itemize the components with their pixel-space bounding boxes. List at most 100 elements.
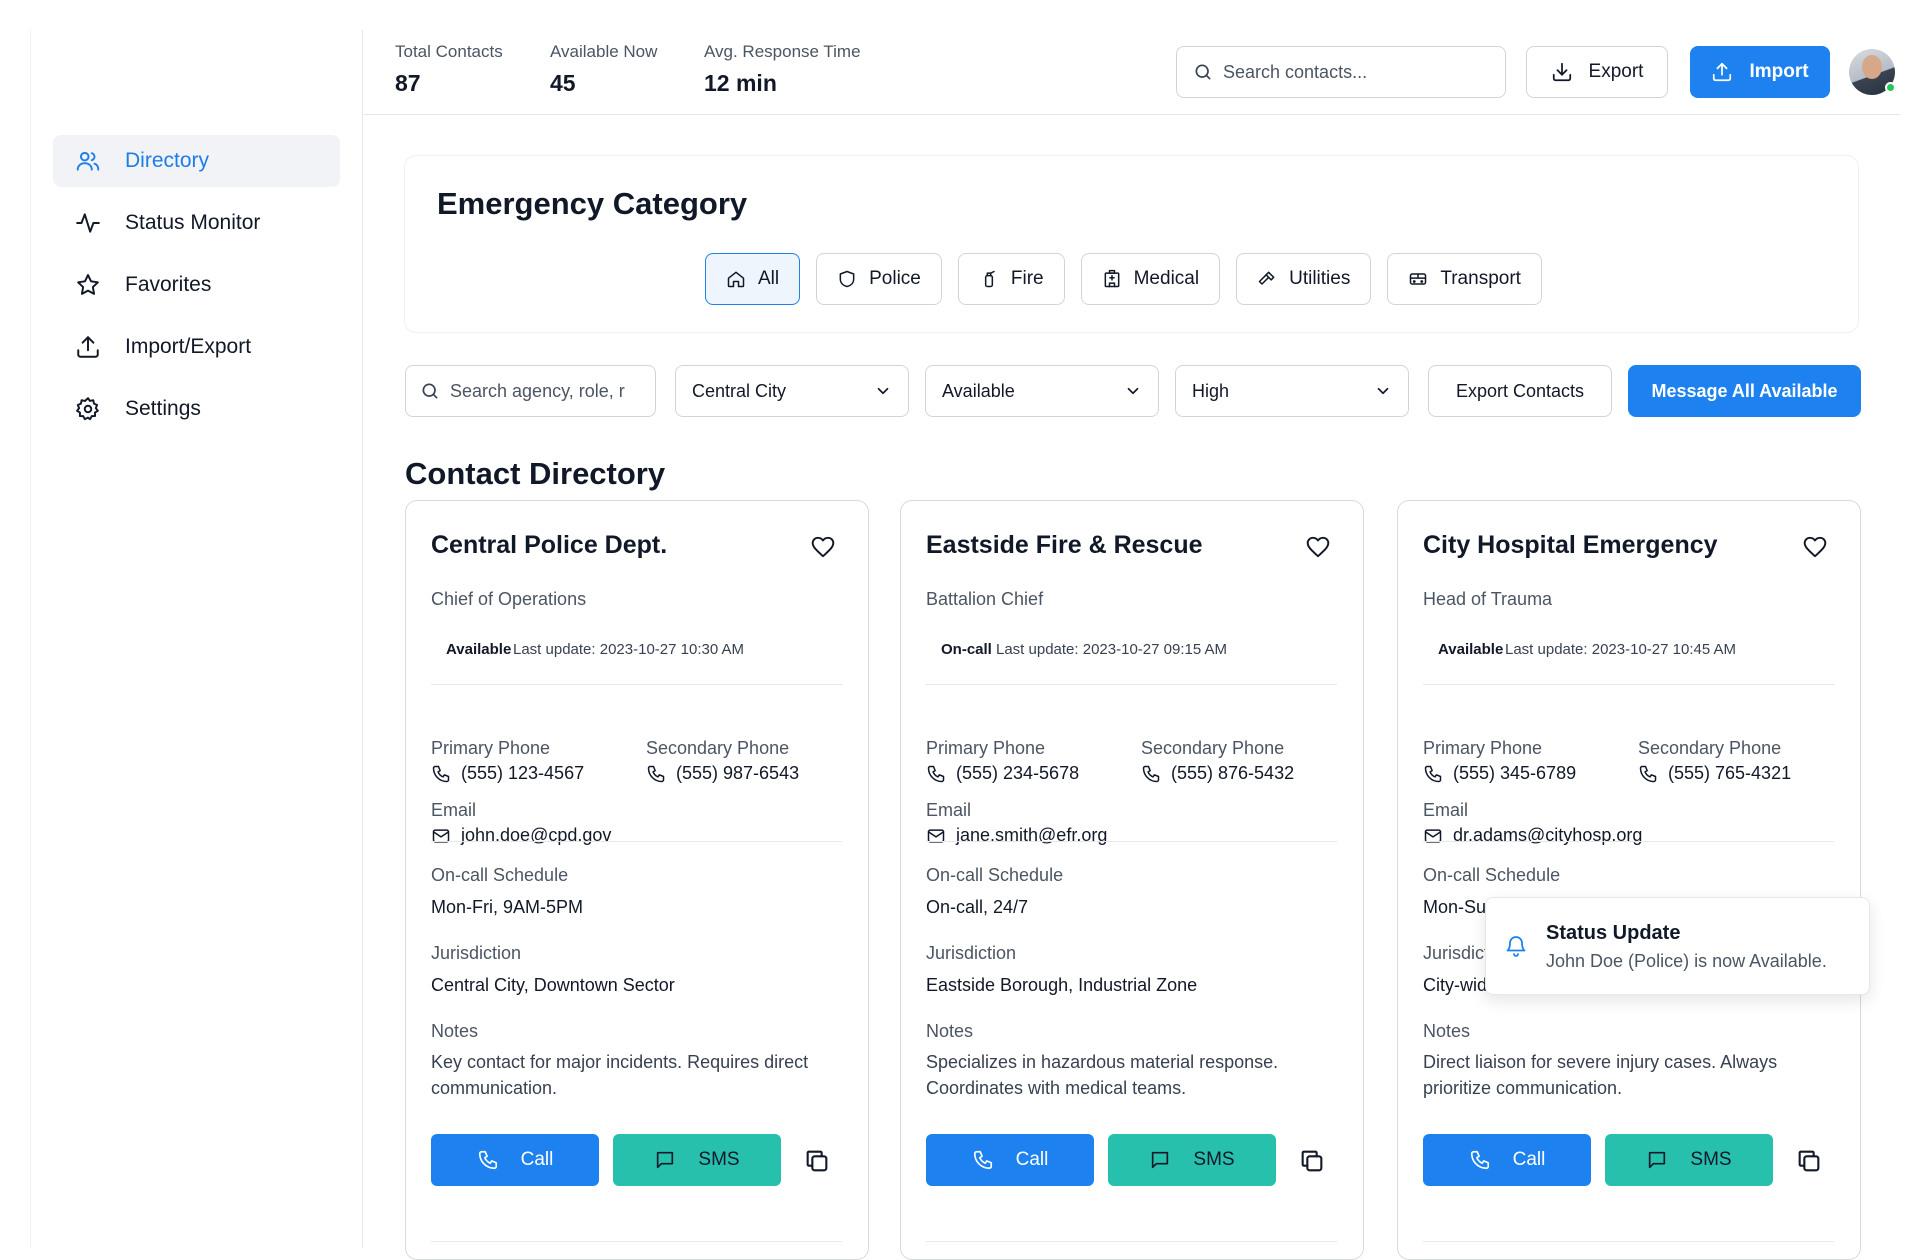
- schedule-label: On-call Schedule: [1423, 865, 1561, 885]
- message-all-available-button[interactable]: Message All Available: [1628, 365, 1861, 417]
- upload-icon: [75, 334, 101, 360]
- jurisdiction-value: Eastside Borough, Industrial Zone: [926, 975, 1198, 995]
- divider: [926, 684, 1337, 685]
- export-contacts-button[interactable]: Export Contacts: [1428, 365, 1612, 417]
- primary-phone[interactable]: (555) 345-6789: [1423, 763, 1576, 784]
- sms-button[interactable]: SMS: [1605, 1134, 1773, 1186]
- location-select-value: Central City: [692, 380, 787, 401]
- sms-button[interactable]: SMS: [1108, 1134, 1276, 1186]
- phone-icon: [647, 765, 665, 782]
- secondary-phone-value: (555) 876-5432: [1171, 763, 1295, 783]
- status-badge: Available: [1438, 641, 1504, 658]
- secondary-phone[interactable]: (555) 876-5432: [1141, 763, 1294, 784]
- phone-icon: [1142, 765, 1160, 782]
- category-chip-all[interactable]: All: [705, 253, 801, 305]
- gear-icon: [75, 396, 101, 422]
- schedule-value: On-call, 24/7: [926, 897, 1029, 917]
- location-select[interactable]: Central City: [675, 365, 909, 417]
- status-select[interactable]: Available: [925, 365, 1159, 417]
- category-chip-fire[interactable]: Fire: [957, 253, 1065, 305]
- search-icon: [422, 383, 438, 399]
- export-button-label: Export: [1588, 61, 1644, 82]
- schedule-value: Mon-Fri, 9AM-5PM: [431, 897, 584, 917]
- phone-icon: [927, 765, 945, 782]
- primary-phone-value: (555) 234-5678: [956, 763, 1080, 783]
- contact-role: Battalion Chief: [926, 589, 1044, 609]
- primary-phone[interactable]: (555) 123-4567: [431, 763, 584, 784]
- import-button[interactable]: Import: [1690, 46, 1830, 98]
- toast-title: Status Update: [1546, 922, 1681, 944]
- phone-icon: [973, 1150, 992, 1170]
- sidebar-item-label: Directory: [125, 149, 210, 172]
- heart-icon[interactable]: [810, 534, 836, 560]
- agency-search-input[interactable]: [450, 380, 650, 402]
- heart-icon[interactable]: [1802, 534, 1828, 560]
- avatar[interactable]: [1849, 49, 1896, 95]
- jurisdiction-label: Jurisdiction: [926, 943, 1017, 963]
- online-status-dot: [1885, 82, 1896, 93]
- primary-phone-value: (555) 345-6789: [1453, 763, 1577, 783]
- call-button[interactable]: Call: [431, 1134, 599, 1186]
- priority-select[interactable]: High: [1175, 365, 1409, 417]
- stat-available-now: Available Now 45: [550, 42, 657, 97]
- secondary-phone-value: (555) 765-4321: [1668, 763, 1792, 783]
- home-icon: [727, 271, 745, 288]
- sms-button[interactable]: SMS: [613, 1134, 781, 1186]
- secondary-phone[interactable]: (555) 765-4321: [1638, 763, 1791, 784]
- message-icon: [1152, 1151, 1169, 1169]
- call-button[interactable]: Call: [926, 1134, 1094, 1186]
- secondary-phone[interactable]: (555) 987-6543: [646, 763, 799, 784]
- category-chip-transport[interactable]: Transport: [1387, 253, 1542, 305]
- contact-directory-title: Contact Directory: [405, 456, 666, 491]
- heart-icon[interactable]: [1305, 534, 1331, 560]
- bell-icon: [1504, 934, 1528, 958]
- primary-phone[interactable]: (555) 234-5678: [926, 763, 1079, 784]
- category-chip-police[interactable]: Police: [816, 253, 942, 305]
- phone-icon: [432, 765, 450, 782]
- email[interactable]: john.doe@cpd.gov: [431, 825, 611, 846]
- schedule-label: On-call Schedule: [431, 865, 569, 885]
- divider: [926, 841, 1337, 842]
- category-chip-utilities[interactable]: Utilities: [1236, 253, 1372, 305]
- sidebar-item-settings[interactable]: Settings: [53, 383, 340, 435]
- email[interactable]: dr.adams@cityhosp.org: [1423, 825, 1642, 846]
- chevron-down-icon: [1127, 387, 1139, 395]
- status-update-toast[interactable]: Status Update John Doe (Police) is now A…: [1485, 897, 1870, 995]
- email-label: Email: [926, 800, 972, 820]
- contact-card-1: Central Police Dept. Chief of Operations…: [405, 500, 869, 1260]
- notes-value: Key contact for major incidents. Require…: [431, 1052, 809, 1098]
- email-value: jane.smith@efr.org: [956, 825, 1108, 845]
- sidebar-item-label: Status Monitor: [125, 211, 261, 234]
- sidebar-item-status-monitor[interactable]: Status Monitor: [53, 197, 340, 249]
- download-icon: [1552, 62, 1571, 82]
- secondary-phone-label: Secondary Phone: [1141, 738, 1285, 758]
- last-update-text: Last update: 2023-10-27 10:30 AM: [513, 641, 745, 658]
- category-chip-medical[interactable]: Medical: [1080, 253, 1221, 305]
- contact-search-input[interactable]: [1223, 61, 1493, 83]
- last-update-text: Last update: 2023-10-27 10:45 AM: [1505, 641, 1737, 658]
- primary-phone-label: Primary Phone: [926, 738, 1046, 758]
- primary-phone-label: Primary Phone: [431, 738, 551, 758]
- call-label: Call: [1015, 1149, 1049, 1170]
- message-icon: [1649, 1151, 1666, 1169]
- sidebar-item-import-export[interactable]: Import/Export: [53, 321, 340, 373]
- export-contacts-label: Export Contacts: [1455, 380, 1585, 401]
- copy-icon[interactable]: [803, 1147, 831, 1175]
- copy-icon[interactable]: [1298, 1147, 1326, 1175]
- primary-phone-label: Primary Phone: [1423, 738, 1543, 758]
- toast-message: John Doe (Police) is now Available.: [1546, 951, 1827, 971]
- call-button[interactable]: Call: [1423, 1134, 1591, 1186]
- email[interactable]: jane.smith@efr.org: [926, 825, 1107, 846]
- stat-value: 87: [395, 70, 421, 96]
- sidebar-item-directory[interactable]: Directory: [53, 135, 340, 187]
- stat-label: Available Now: [550, 42, 658, 61]
- phone-icon: [1424, 765, 1442, 782]
- category-title: Emergency Category: [437, 186, 748, 221]
- copy-icon[interactable]: [1795, 1147, 1823, 1175]
- agency-name: Central Police Dept.: [431, 531, 668, 559]
- last-update-text: Last update: 2023-10-27 09:15 AM: [996, 641, 1228, 658]
- export-button[interactable]: Export: [1526, 46, 1668, 98]
- sidebar-item-favorites[interactable]: Favorites: [53, 259, 340, 311]
- contact-card-3: City Hospital Emergency Head of Trauma A…: [1397, 500, 1861, 1260]
- status-select-value: Available: [942, 380, 1015, 401]
